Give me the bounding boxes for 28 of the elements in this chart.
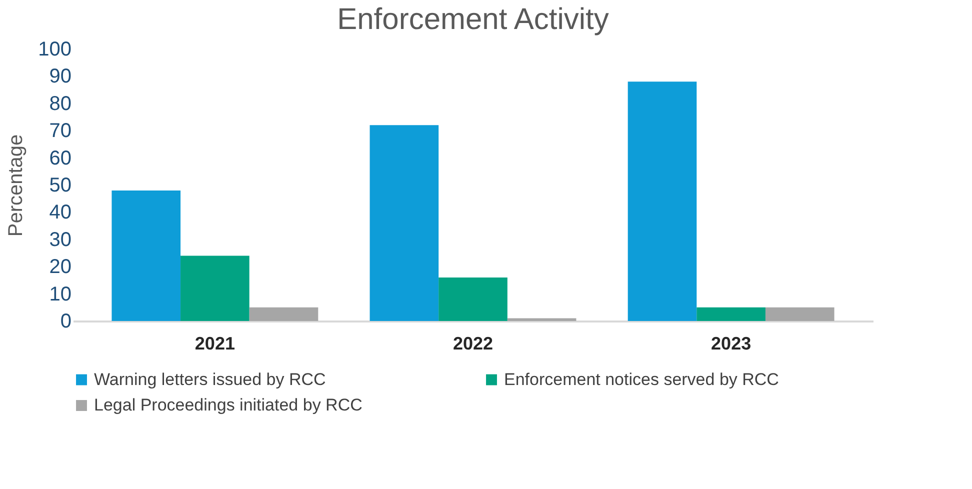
bar — [628, 82, 697, 321]
bar — [370, 125, 439, 321]
y-tick-label: 0 — [60, 310, 72, 332]
x-tick-label: 2022 — [452, 334, 494, 354]
y-tick-label: 30 — [49, 228, 72, 251]
y-tick-label: 60 — [49, 147, 72, 170]
y-tick-label: 50 — [49, 174, 72, 196]
x-tick-label: 2021 — [194, 334, 235, 354]
bar — [438, 277, 508, 321]
y-tick-label: 80 — [49, 92, 72, 115]
bar — [696, 307, 766, 321]
y-tick-label: 70 — [49, 120, 72, 142]
legend-label: Enforcement notices served by RCC — [504, 370, 779, 389]
bar — [249, 307, 318, 321]
y-tick-label: 10 — [49, 283, 72, 306]
y-tick-label: 100 — [38, 38, 72, 60]
legend-label: Warning letters issued by RCC — [94, 370, 326, 389]
y-axis-title: Percentage — [5, 134, 28, 237]
bar — [765, 307, 834, 321]
bar — [180, 256, 250, 321]
legend-label: Legal Proceedings initiated by RCC — [94, 396, 362, 414]
x-tick-label: 2023 — [711, 334, 752, 354]
y-tick-label: 20 — [49, 256, 72, 278]
bar — [507, 318, 576, 321]
y-tick-label: 90 — [49, 66, 72, 88]
bar — [112, 190, 181, 321]
chart-title: Enforcement Activity — [337, 3, 609, 36]
y-tick-label: 40 — [49, 202, 72, 224]
